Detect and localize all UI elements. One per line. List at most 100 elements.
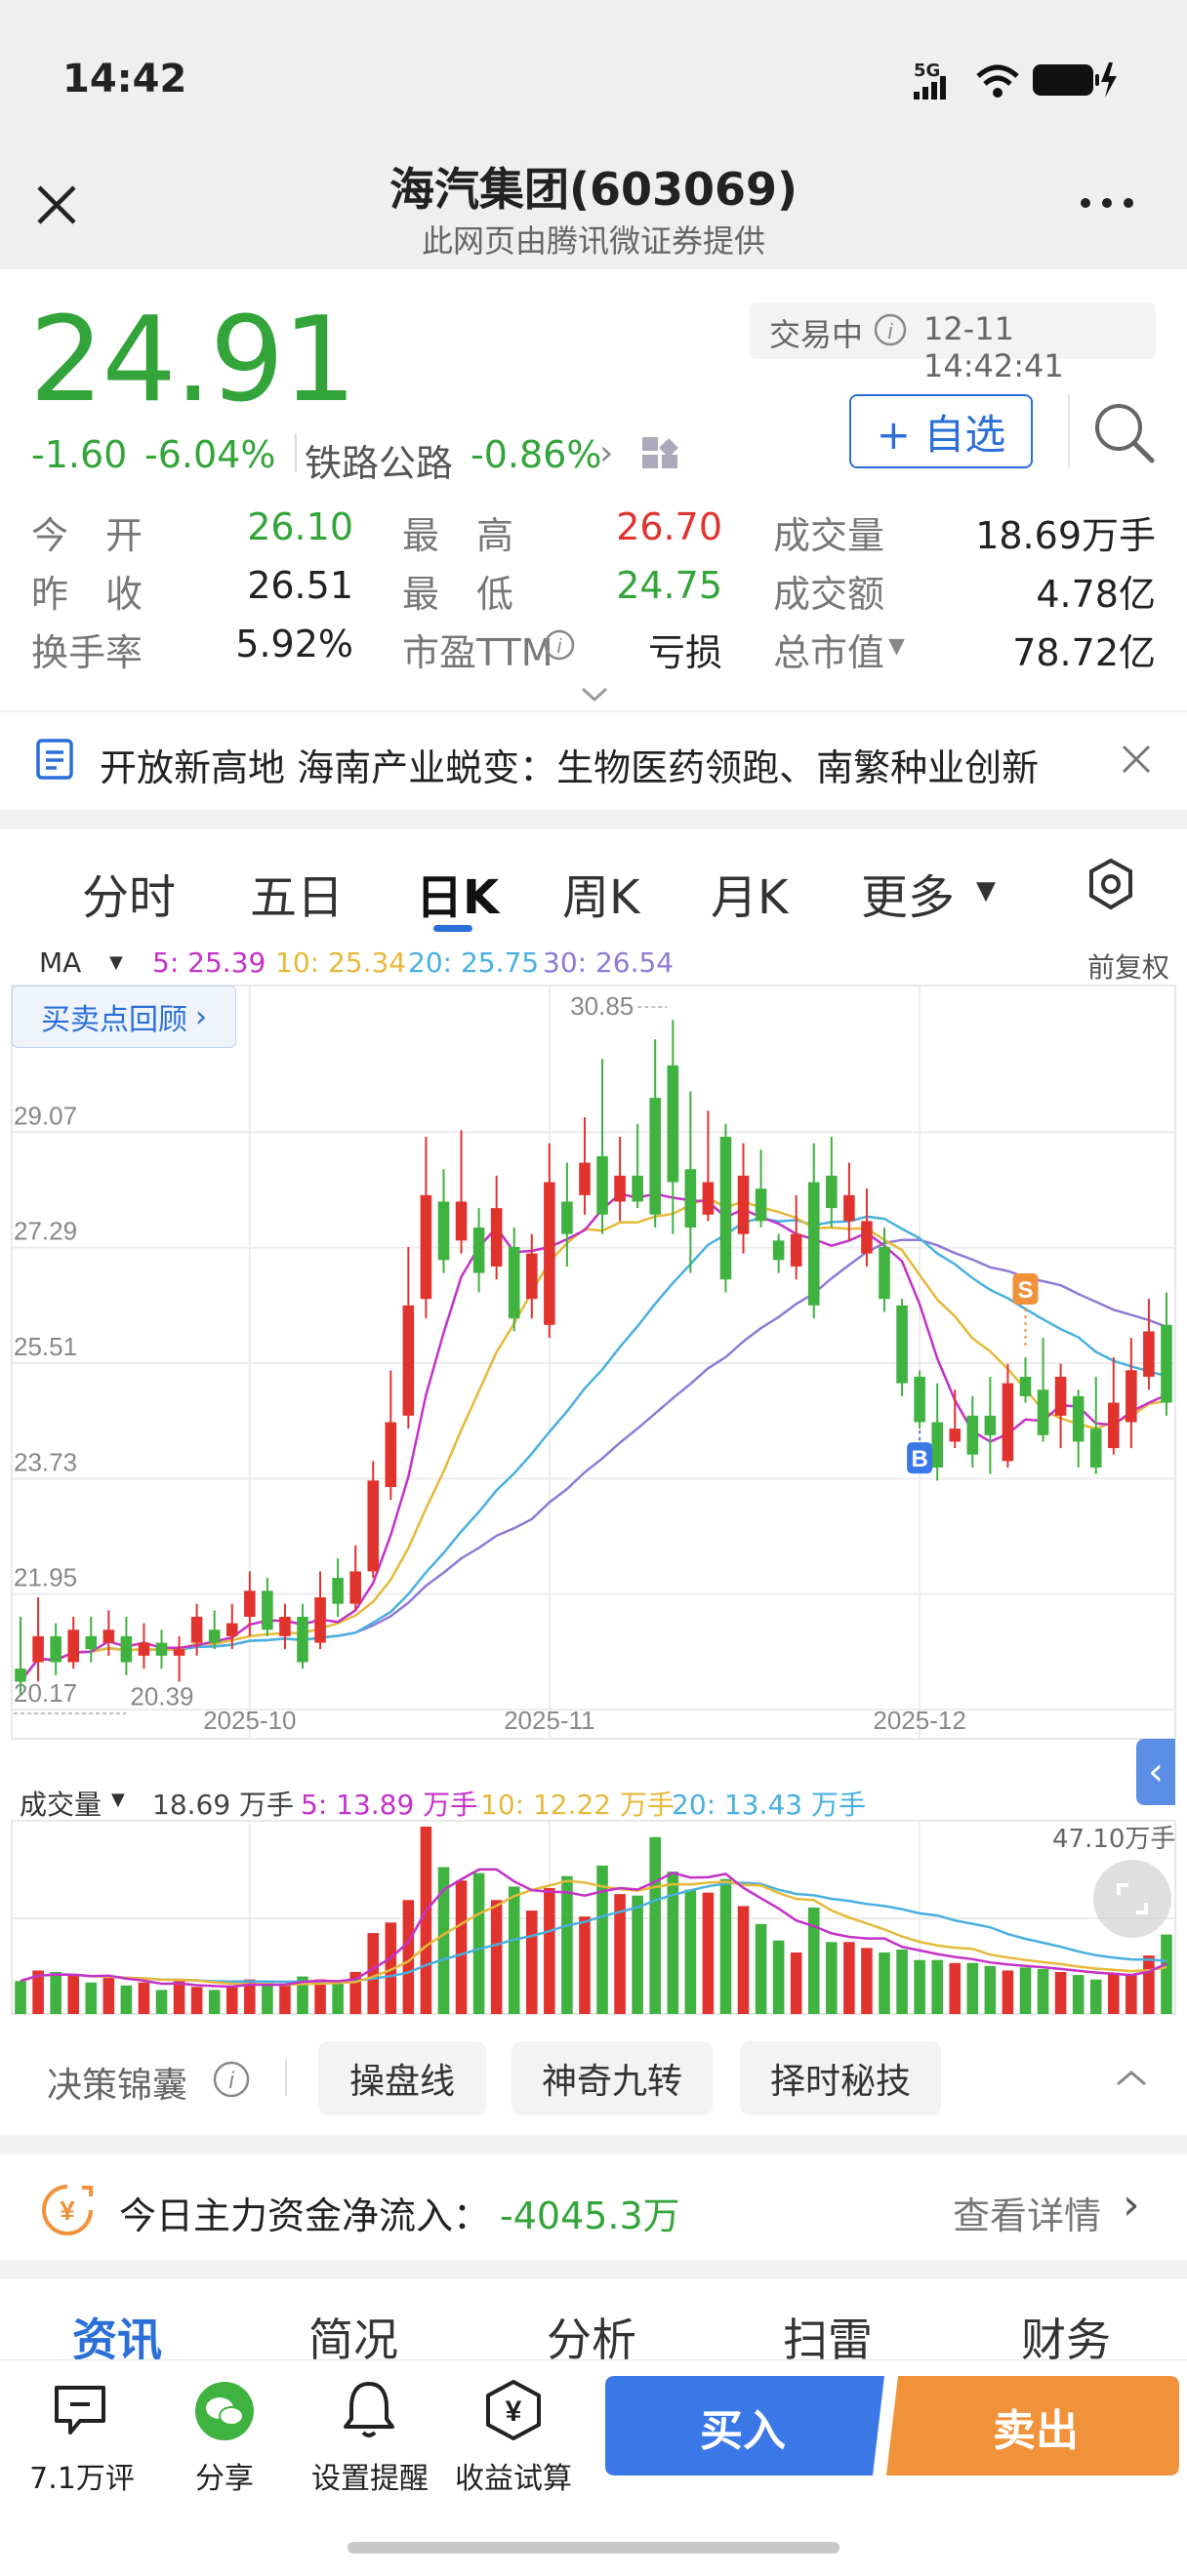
trade-timestamp: 12-11 14:42:41 <box>923 310 1064 384</box>
tab-daily-k[interactable]: 日K <box>416 870 500 925</box>
volume-bar <box>102 1978 115 2014</box>
sell-button[interactable]: 卖出 <box>993 2406 1079 2456</box>
high-label: 最 高 <box>402 514 514 557</box>
volume-bar <box>1143 1955 1155 2014</box>
more-icon[interactable] <box>1078 195 1136 211</box>
volume-label: 成交量 <box>773 514 885 557</box>
bell-icon[interactable] <box>338 2378 400 2442</box>
volume-label[interactable]: 成交量 <box>20 1789 102 1821</box>
candle-body <box>155 1642 168 1656</box>
sector-name[interactable]: 铁路公路 <box>305 442 454 485</box>
candle-body <box>297 1616 308 1663</box>
adjust-label[interactable]: 前复权 <box>1087 951 1170 984</box>
ma-label[interactable]: MA <box>39 946 82 979</box>
fund-flow-value: -4045.3万 <box>500 2194 680 2237</box>
volume-chart[interactable] <box>0 1817 1187 2022</box>
buy-button[interactable]: 买入 <box>700 2406 786 2456</box>
volume-bar <box>455 1880 468 2014</box>
trade-status: 交易中 <box>769 316 864 353</box>
set-alert-label[interactable]: 设置提醒 <box>311 2462 429 2496</box>
volume-ma5: 5: 13.89 万手 <box>301 1789 478 1821</box>
volume-bar <box>561 1875 573 2014</box>
yield-calc-label[interactable]: 收益试算 <box>455 2462 572 2496</box>
tab-intraday[interactable]: 分时 <box>82 870 177 925</box>
tab-five-day[interactable]: 五日 <box>250 870 345 925</box>
search-icon[interactable] <box>1091 400 1158 466</box>
tool-magic-nine[interactable]: 神奇九转 <box>512 2041 713 2115</box>
tab-finance[interactable]: 财务 <box>1021 2314 1111 2366</box>
tab-weekly-k[interactable]: 周K <box>562 870 640 925</box>
candle-body <box>790 1233 802 1267</box>
fullscreen-button[interactable] <box>1093 1860 1171 1938</box>
volume-bar <box>297 1976 308 2014</box>
candle-body <box>755 1188 767 1222</box>
grid-icon[interactable] <box>640 435 683 472</box>
candle-body <box>508 1247 520 1319</box>
tool-timing-secret[interactable]: 择时秘技 <box>740 2041 941 2115</box>
candle-body <box>914 1376 925 1423</box>
volume-today: 18.69 万手 <box>152 1789 295 1821</box>
page-title: 海汽集团(603069) <box>389 163 798 216</box>
info-icon[interactable]: i <box>211 2059 252 2100</box>
volume-bar <box>807 1907 820 2014</box>
active-tab-indicator <box>433 925 472 932</box>
candle-body <box>561 1201 573 1234</box>
info-icon[interactable]: i <box>873 312 908 347</box>
collapse-chevron-icon[interactable] <box>1115 2069 1148 2088</box>
fund-flow-detail-link[interactable]: 查看详情 <box>953 2194 1102 2237</box>
chevron-right-icon[interactable]: › <box>599 433 614 473</box>
volume-bar <box>526 1911 538 2014</box>
add-watchlist-button[interactable]: + 自选 <box>849 394 1033 468</box>
wechat-share-icon[interactable] <box>193 2380 256 2442</box>
volume-bar <box>32 1970 44 2014</box>
price-change: -1.60 <box>31 433 128 476</box>
tab-risk-scan[interactable]: 扫雷 <box>783 2314 873 2366</box>
close-news-icon[interactable] <box>1121 744 1152 775</box>
close-icon[interactable] <box>35 183 78 226</box>
volume-bar <box>1108 1973 1120 2014</box>
share-label[interactable]: 分享 <box>195 2462 254 2496</box>
volume-bar <box>719 1878 732 2014</box>
tab-news[interactable]: 资讯 <box>72 2314 162 2366</box>
collapse-side-button[interactable]: ‹ <box>1136 1739 1175 1805</box>
candle-body <box>632 1175 643 1202</box>
chevron-right-icon[interactable]: › <box>1123 2180 1140 2230</box>
yield-calculator-icon[interactable]: ¥ <box>482 2378 545 2444</box>
candle-body <box>879 1247 890 1300</box>
volume-bar <box>1002 1970 1014 2014</box>
expand-chevron-icon[interactable] <box>580 685 609 704</box>
volume-bar <box>244 1979 256 2014</box>
tab-more[interactable]: 更多 <box>861 870 956 925</box>
y-tick-label: 20.17 <box>14 1678 77 1708</box>
candle-body <box>1072 1395 1085 1442</box>
tab-analysis[interactable]: 分析 <box>547 2314 636 2366</box>
x-tick-label: 2025-10 <box>203 1706 296 1735</box>
sector-pct[interactable]: -0.86% <box>471 433 602 476</box>
info-icon[interactable]: i <box>543 628 576 662</box>
volume-bar <box>702 1892 715 2014</box>
comments-count[interactable]: 7.1万评 <box>29 2462 135 2496</box>
volume-bar <box>1126 1975 1137 2014</box>
candle-body <box>1161 1324 1172 1403</box>
caret-down-icon[interactable]: ▼ <box>109 952 123 973</box>
svg-text:i: i <box>557 636 562 658</box>
caret-down-icon[interactable]: ▼ <box>888 634 905 659</box>
tool-operating-line[interactable]: 操盘线 <box>318 2041 486 2115</box>
home-indicator[interactable] <box>348 2542 839 2554</box>
volume-bar <box>684 1889 697 2014</box>
volume-bar <box>85 1982 98 2014</box>
news-headline[interactable]: 开放新高地 海南产业蜕变：生物医药领跑、南繁种业创新 <box>100 746 1040 789</box>
settings-icon[interactable] <box>1085 857 1136 911</box>
tab-monthly-k[interactable]: 月K <box>711 870 789 925</box>
tab-overview[interactable]: 简况 <box>308 2314 398 2366</box>
open-label: 今 开 <box>31 514 143 557</box>
trade-review-button[interactable]: 买卖点回顾 › <box>12 986 236 1048</box>
volume-bar <box>596 1865 608 2014</box>
caret-down-icon[interactable]: ▼ <box>976 876 996 906</box>
volume-bar <box>314 1979 326 2014</box>
candlestick-chart[interactable]: 29.07 27.29 25.51 23.73 21.95 20.17 2025-10 202… <box>0 978 1187 1749</box>
x-tick-label: 2025-12 <box>873 1706 965 1735</box>
comment-icon[interactable] <box>51 2382 109 2440</box>
candle-body <box>67 1630 79 1663</box>
caret-down-icon[interactable]: ▼ <box>111 1790 125 1810</box>
